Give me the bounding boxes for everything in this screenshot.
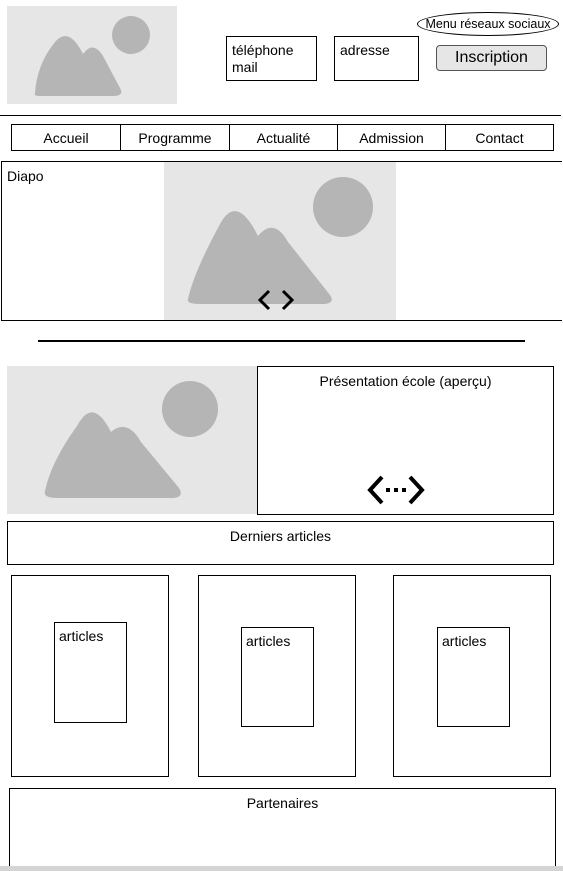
presentation-image [7, 366, 258, 514]
mail-label: mail [232, 59, 258, 75]
nav-item-label: Contact [475, 129, 524, 146]
nav-item-label: Admission [359, 129, 424, 146]
article-card[interactable]: articles [198, 575, 356, 777]
nav-item-accueil[interactable]: Accueil [12, 125, 120, 150]
partners-section: Partenaires [9, 788, 556, 866]
nav-item-admission[interactable]: Admission [337, 125, 445, 150]
article-label: articles [59, 628, 104, 644]
main-nav: Accueil Programme Actualité Admission Co… [11, 124, 554, 151]
phone-mail-box: téléphone mail [226, 36, 317, 81]
articles-header: Derniers articles [7, 521, 554, 565]
social-menu[interactable]: Menu réseaux sociaux [417, 12, 559, 36]
logo-placeholder [7, 6, 177, 104]
slider-image [164, 162, 396, 320]
presentation-title: Présentation école (aperçu) [319, 373, 492, 389]
nav-item-contact[interactable]: Contact [445, 125, 553, 150]
partners-title: Partenaires [246, 795, 319, 811]
slider-section: Diapo [1, 161, 562, 321]
image-placeholder-icon [187, 177, 373, 304]
articles-title: Derniers articles [229, 528, 332, 544]
nav-item-label: Accueil [43, 129, 89, 146]
article-thumb[interactable]: articles [241, 627, 314, 727]
address-box: adresse [334, 36, 419, 81]
dotted-chevrons-icon[interactable] [366, 473, 426, 507]
presentation-box: Présentation école (aperçu) [257, 366, 554, 515]
chevrons-left-right-icon[interactable] [256, 288, 296, 312]
horizontal-scrollbar[interactable] [0, 866, 563, 871]
article-label: articles [246, 633, 291, 649]
image-placeholder-icon [34, 16, 150, 96]
article-card[interactable]: articles [393, 575, 551, 777]
phone-label: téléphone [232, 42, 294, 58]
image-placeholder-icon [44, 381, 218, 498]
header-divider [0, 115, 561, 116]
nav-item-label: Actualité [256, 129, 311, 146]
address-label: adresse [340, 42, 390, 58]
article-thumb[interactable]: articles [437, 627, 510, 727]
social-menu-label: Menu réseaux sociaux [425, 17, 551, 31]
nav-item-programme[interactable]: Programme [120, 125, 229, 150]
nav-item-label: Programme [138, 129, 212, 146]
article-card[interactable]: articles [11, 575, 169, 777]
article-label: articles [442, 633, 487, 649]
slider-label: Diapo [7, 168, 44, 184]
nav-item-actualite[interactable]: Actualité [229, 125, 337, 150]
signup-button-label: Inscription [455, 49, 528, 66]
article-thumb[interactable]: articles [54, 622, 127, 723]
section-divider [38, 340, 525, 342]
signup-button[interactable]: Inscription [436, 45, 547, 71]
